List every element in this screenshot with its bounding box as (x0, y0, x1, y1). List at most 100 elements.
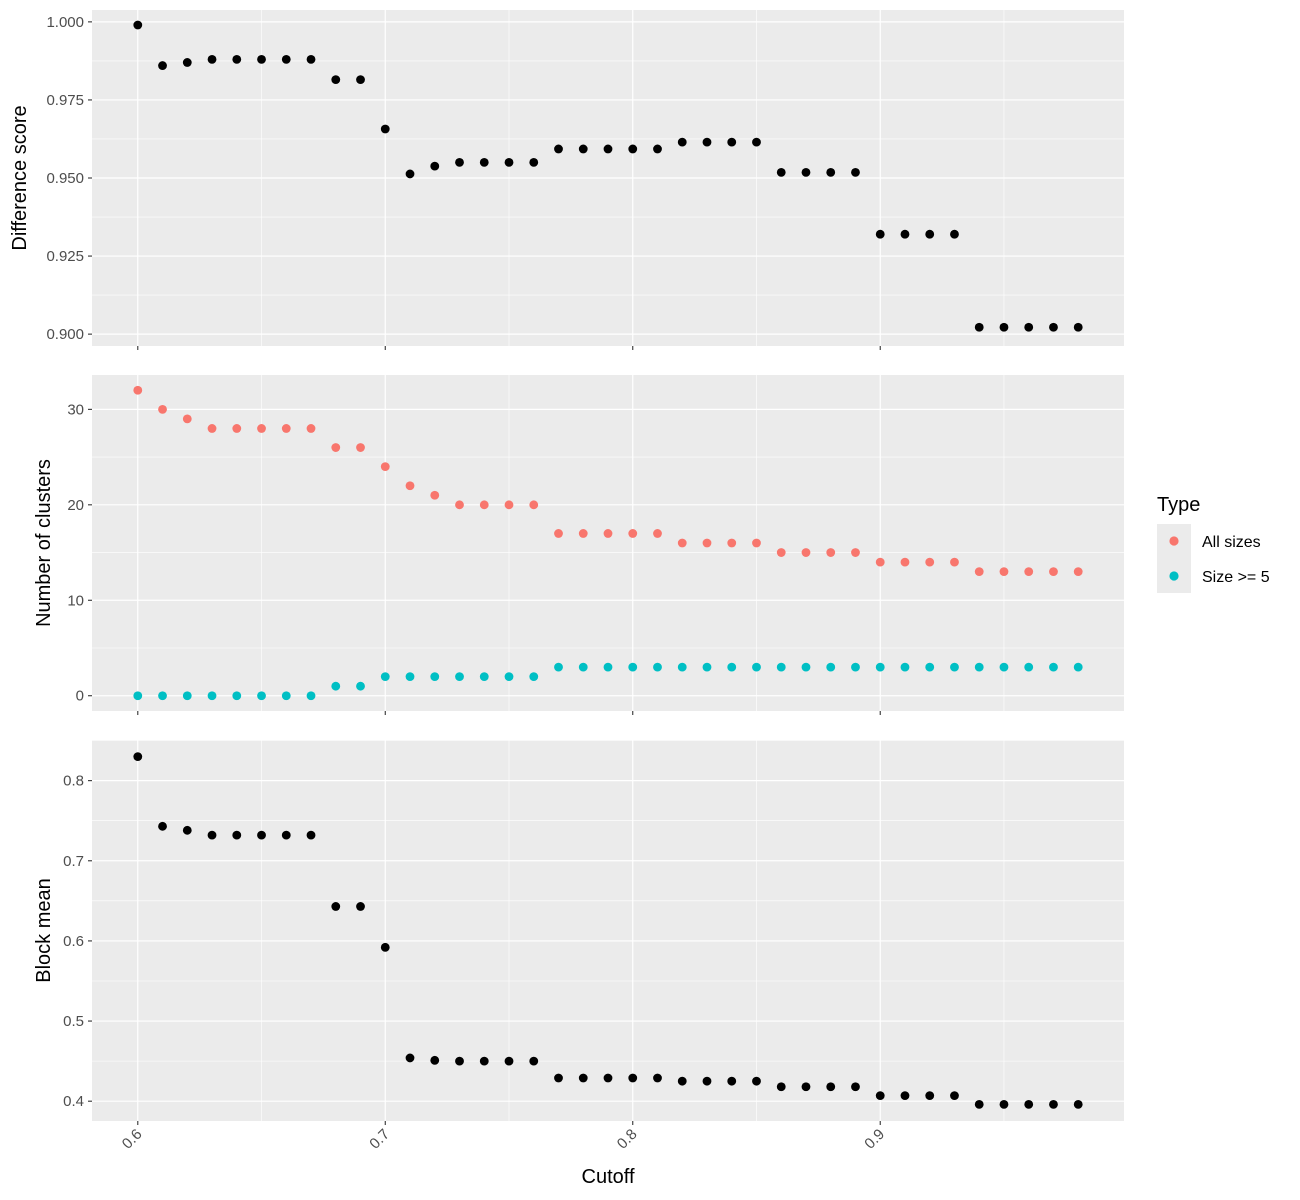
y-axis-title: Difference score (9, 105, 31, 250)
y-tick-label: 0.975 (46, 92, 84, 109)
data-point (232, 424, 242, 433)
panel-3: 0.4 0.5 0.6 0.7 0.8 Block mean (33, 740, 1124, 1125)
data-point (950, 1091, 959, 1100)
data-point (281, 424, 291, 433)
data-point (974, 1100, 984, 1109)
data-point (950, 662, 959, 672)
data-point (999, 662, 1009, 672)
data-point (1073, 322, 1083, 332)
data-point (677, 538, 687, 548)
data-point (875, 662, 885, 672)
y-tick-label: 0.950 (46, 170, 84, 187)
data-point (479, 1056, 489, 1066)
data-point (1049, 1100, 1058, 1109)
x-tick-label: 0.8 (614, 1126, 641, 1153)
data-point (974, 567, 984, 577)
data-point (207, 830, 217, 840)
data-point (702, 137, 712, 147)
data-point (628, 144, 638, 154)
y-tick-label: 0.5 (63, 1013, 84, 1030)
y-tick-label: 10 (67, 592, 84, 609)
data-point (826, 1082, 836, 1092)
x-tick-label: 0.6 (119, 1126, 146, 1153)
data-point (158, 404, 167, 414)
data-point (430, 672, 440, 682)
data-point (405, 169, 415, 179)
data-point (826, 167, 836, 177)
data-point (380, 462, 390, 472)
data-point (776, 662, 786, 672)
data-point (529, 157, 539, 167)
data-point (281, 691, 291, 701)
data-point (158, 691, 167, 701)
data-point (207, 691, 217, 701)
y-axis-title: Number of clusters (33, 459, 55, 627)
series-1 (133, 20, 1083, 332)
data-point (504, 157, 514, 167)
data-point (554, 1073, 563, 1083)
data-point (752, 1076, 761, 1086)
data-point (826, 548, 836, 557)
data-point (603, 144, 613, 154)
data-point (356, 443, 365, 452)
data-point (529, 1056, 539, 1066)
data-point (702, 662, 712, 672)
data-point (479, 672, 489, 682)
data-point (1049, 662, 1058, 672)
legend-key-background (1157, 524, 1191, 593)
data-point (455, 157, 464, 167)
data-point (900, 1091, 910, 1100)
y-tick-label: 0.4 (63, 1093, 84, 1110)
data-point (628, 1073, 638, 1083)
data-point (702, 1076, 712, 1086)
data-point (504, 1056, 514, 1066)
data-point (1073, 662, 1083, 672)
data-point (1073, 567, 1083, 577)
data-point (999, 1100, 1009, 1109)
data-point (900, 229, 910, 239)
data-point (875, 557, 885, 567)
legend-title: Type (1157, 494, 1200, 516)
data-point (677, 1076, 687, 1086)
x-axis-title: Cutoff (582, 1166, 635, 1188)
data-point (702, 538, 712, 548)
data-point (529, 500, 539, 510)
y-tick-label: 0.925 (46, 248, 84, 265)
y-tick-label: 0.6 (63, 933, 84, 950)
legend: Type All sizes Size >= 5 (1157, 494, 1270, 593)
data-point (455, 1056, 464, 1066)
panel-2: 0 10 20 30 Number of clusters (33, 375, 1124, 715)
data-point (281, 830, 291, 840)
data-point (554, 662, 563, 672)
data-point (578, 662, 588, 672)
data-point (653, 662, 662, 672)
data-point (331, 681, 341, 691)
data-point (207, 54, 217, 64)
data-point (752, 662, 761, 672)
y-tick-label: 0 (76, 688, 84, 705)
data-point (182, 691, 192, 701)
data-point (1049, 567, 1058, 577)
data-point (628, 662, 638, 672)
data-point (653, 144, 662, 154)
data-point (925, 1091, 935, 1100)
data-point (257, 691, 266, 701)
y-tick-label: 30 (67, 401, 84, 418)
data-point (479, 157, 489, 167)
data-point (430, 161, 440, 171)
data-point (851, 1082, 860, 1092)
data-point (776, 167, 786, 177)
x-tick-label: 0.7 (366, 1126, 393, 1153)
data-point (578, 529, 588, 538)
data-point (331, 443, 341, 452)
data-point (727, 1076, 737, 1086)
data-point (281, 54, 291, 64)
data-point (1024, 662, 1034, 672)
data-point (801, 167, 811, 177)
legend-label-all-sizes: All sizes (1202, 534, 1261, 551)
data-point (603, 662, 613, 672)
data-point (1024, 1100, 1034, 1109)
data-point (1024, 322, 1034, 332)
data-point (455, 500, 464, 510)
